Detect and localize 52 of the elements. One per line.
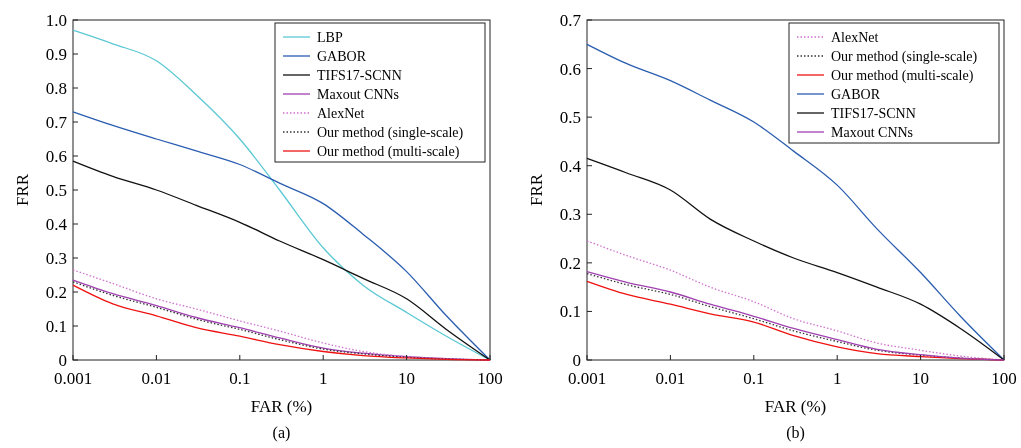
y-tick-label: 0.5: [45, 181, 67, 200]
y-tick-label: 0.3: [559, 205, 581, 225]
legend-label: Our method (multi-scale): [831, 68, 974, 84]
y-tick-label: 0.2: [559, 253, 581, 273]
legend-label: GABOR: [317, 49, 367, 64]
x-tick-label: 1: [832, 369, 842, 388]
y-tick-label: 0.8: [45, 79, 67, 98]
y-tick-label: 0: [58, 351, 67, 370]
legend-label: AlexNet: [317, 106, 365, 121]
y-axis-title: FRR: [527, 173, 546, 207]
legend-label: Maxout CNNs: [317, 87, 400, 102]
legend-label: Maxout CNNs: [831, 125, 914, 140]
y-tick-label: 0: [572, 351, 581, 370]
y-tick-label: 0.3: [45, 249, 67, 268]
x-axis-title: FAR (%): [250, 397, 313, 416]
x-tick-label: 0.001: [567, 369, 607, 388]
line-series: [586, 157, 1005, 361]
legend-label: Our method (multi-scale): [317, 144, 460, 160]
x-tick-label: 100: [991, 369, 1017, 388]
y-tick-label: 0.6: [45, 147, 67, 166]
text: (a): [272, 424, 291, 442]
text: (b): [786, 424, 805, 442]
y-tick-label: 0.1: [559, 302, 581, 322]
x-tick-label: 100: [477, 369, 503, 388]
y-tick-label: 0.1: [45, 317, 67, 336]
line-series: [72, 160, 491, 361]
y-axis-title: FRR: [13, 173, 32, 207]
x-tick-label: 0.01: [655, 369, 686, 388]
x-tick-label: 0.1: [229, 369, 251, 388]
y-tick-label: 0.7: [559, 11, 582, 30]
x-tick-label: 1: [318, 369, 328, 388]
legend-label: LBP: [317, 30, 343, 45]
y-tick-label: 0.5: [559, 108, 581, 128]
x-tick-label: 0.1: [743, 369, 765, 388]
legend-label: Our method (single-scale): [831, 49, 978, 65]
y-tick-label: 0.4: [45, 215, 68, 234]
x-tick-label: 10: [912, 369, 930, 388]
legend-label: TIFS17-SCNN: [317, 68, 402, 83]
y-tick-label: 1.0: [45, 11, 67, 30]
y-tick-label: 0.9: [45, 45, 67, 64]
x-tick-label: 10: [398, 369, 416, 388]
y-tick-label: 0.6: [559, 59, 581, 79]
legend-label: Our method (single-scale): [317, 125, 464, 141]
x-tick-label: 0.001: [53, 369, 93, 388]
legend-label: AlexNet: [831, 30, 879, 45]
legend-label: GABOR: [831, 87, 881, 102]
y-tick-label: 0.7: [45, 113, 68, 132]
x-tick-label: 0.01: [141, 369, 172, 388]
y-tick-label: 0.4: [559, 156, 582, 176]
legend-label: TIFS17-SCNN: [831, 106, 916, 121]
x-axis-title: FAR (%): [764, 397, 827, 416]
y-tick-label: 0.2: [45, 283, 67, 302]
